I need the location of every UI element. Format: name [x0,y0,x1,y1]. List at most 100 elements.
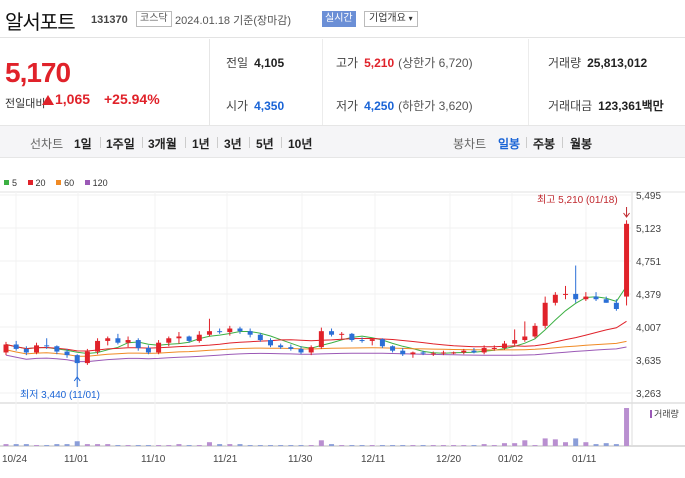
candle-body [583,296,589,300]
high-annotation: 최고 5,210 (01/18) [537,194,618,206]
volume-bar [64,444,70,446]
candle-body [359,340,365,342]
candle-body [603,299,609,303]
volume-bar [451,445,457,446]
volume-bar [115,445,121,446]
tab-1y[interactable]: 1년 [192,137,210,151]
volume-bar [390,445,396,446]
volume-bar [573,438,579,446]
candle-body [84,351,90,364]
candle-body [491,348,497,350]
legend-label: 120 [92,178,108,188]
volume-bar [135,445,141,446]
divider [528,39,529,125]
tab-divider [100,137,101,148]
candle-body [267,340,273,346]
candle-body [278,345,284,348]
price-summary: 5,170 전일대비 1,065 +25.94% [0,39,210,125]
realtime-button[interactable]: 실시간 [322,11,356,27]
volume-bar [298,445,304,446]
tab-monthly[interactable]: 월봉 [570,137,593,151]
volume-bar [512,443,518,446]
candle-body [410,352,416,355]
tab-3y[interactable]: 3년 [224,137,242,151]
stat-low: 저가 4,250 (하한가 3,620) [336,97,473,114]
stat-amount: 거래대금 123,361백만 [548,97,664,114]
volume-bar [400,445,406,446]
company-info-dropdown[interactable]: 기업개요 ▾ [364,11,418,27]
tab-10y[interactable]: 10년 [288,137,313,151]
candle-body [95,340,101,352]
tab-1d[interactable]: 1일 [74,137,92,151]
stat-label: 전일 [226,56,249,70]
low-annotation: 최저 3,440 (11/01) [20,389,100,401]
legend-ma60: 60 [56,178,74,188]
moving-averages [5,286,627,363]
volume-bar [430,445,436,446]
candle-body [318,331,324,348]
candle-body [54,346,60,352]
legend-swatch [27,180,33,185]
tab-divider [185,137,186,148]
current-price: 5,170 [5,57,71,88]
candle-body [125,340,131,343]
y-tick-label: 4,751 [636,257,661,268]
volume-bar [369,445,375,446]
volume-bar [339,445,345,446]
volume-bar [440,445,446,446]
candle-body [613,302,619,309]
stat-high: 고가 5,210 (상한가 6,720) [336,54,473,71]
candle-body [206,331,212,335]
x-tick-label: 11/21 [213,454,238,465]
chevron-down-icon: ▾ [408,14,413,23]
candle-body [379,339,385,347]
stat-value: 4,250 [364,99,395,113]
candle-body [166,338,172,343]
volume-bar [329,444,335,446]
x-tick-label: 11/30 [288,454,313,465]
volume-bars [3,408,630,446]
stat-prev-close: 전일 4,105 [226,54,284,71]
x-tick-label: 01/02 [498,454,523,465]
change-amount: 1,065 [42,91,90,107]
y-tick-label: 5,123 [636,224,661,235]
candle-body [573,293,579,300]
chart-grid [0,191,685,447]
volume-bar [257,445,263,446]
volume-bar [359,445,365,446]
candle-body [501,343,507,349]
tab-3m[interactable]: 3개월 [148,137,177,151]
x-tick-label: 10/24 [2,454,27,465]
candle-body [176,336,182,339]
volume-bar [176,444,182,446]
volume-bar [349,445,355,446]
candle-body [115,338,121,343]
volume-bar [563,442,569,446]
tab-daily[interactable]: 일봉 [498,137,521,151]
candle-body [44,345,50,347]
legend-ma5: 5 [4,178,17,188]
tab-weekly[interactable]: 주봉 [533,137,556,151]
volume-bar [318,440,324,446]
tab-divider [142,137,143,148]
volume-bar [34,445,40,446]
volume-bar [491,445,497,446]
candle-body [481,348,487,353]
tab-5y[interactable]: 5년 [256,137,274,151]
volume-bar [3,444,9,446]
period-tabs: 선차트 1일 1주일 3개월 1년 3년 5년 10년 봉차트 일봉 주봉 월봉 [0,125,685,158]
stat-value: 123,361 [598,99,642,113]
candle-body [64,351,70,356]
volume-bar [95,444,101,446]
stat-label: 고가 [336,56,359,70]
y-tick-label: 4,379 [636,290,661,301]
stock-header: 알서포트 131370 코스닥 2024.01.18 기준(장마감) 실시간 기… [0,0,685,38]
tab-1w[interactable]: 1주일 [106,137,135,151]
candle-body [105,338,111,341]
volume-bar [166,445,172,446]
y-tick-label: 3,263 [636,389,661,400]
legend-swatch [84,180,90,185]
volume-bar [247,445,253,446]
volume-bar [420,445,426,446]
